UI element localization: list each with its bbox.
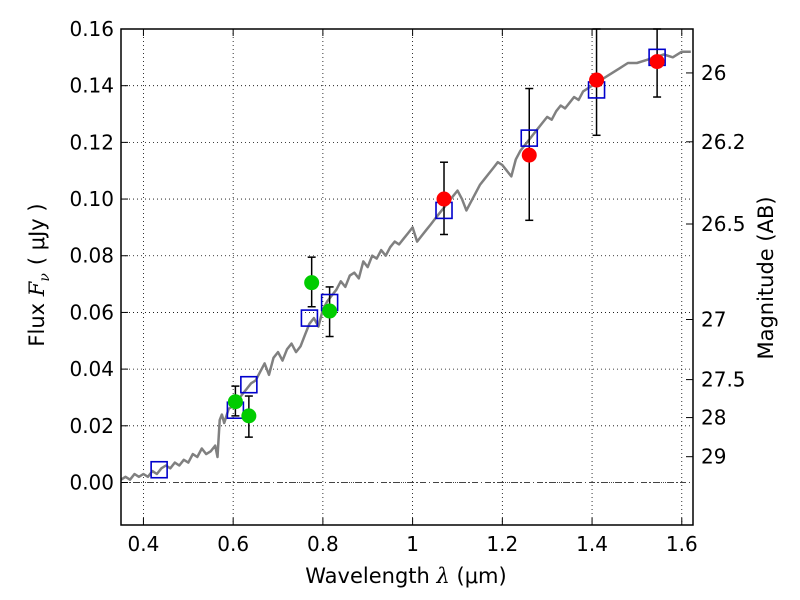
right-axis-label: Magnitude (AB) xyxy=(754,196,778,359)
observed-point xyxy=(436,191,452,207)
model-point xyxy=(240,375,258,394)
y-tick-label: 0.12 xyxy=(69,130,114,154)
x-tick-label: 1.4 xyxy=(576,532,608,556)
x-tick-label: 0.6 xyxy=(217,532,249,556)
x-tick-label: 1 xyxy=(406,532,419,556)
observed-point xyxy=(241,408,257,424)
y-tick-label: 0.16 xyxy=(69,17,114,41)
observed-point xyxy=(649,54,665,70)
magnitude-tick-label: 27 xyxy=(701,308,726,332)
observed-point xyxy=(589,72,605,88)
y-axis-label: Flux Fν( μJy ) xyxy=(25,203,53,346)
x-axis-label: Wavelength λ (μm) xyxy=(305,564,506,588)
observed-point xyxy=(322,303,338,319)
y-tick-label: 0.02 xyxy=(69,414,114,438)
model-point xyxy=(300,309,319,327)
magnitude-tick-label: 26.2 xyxy=(701,130,746,154)
y-tick-label: 0.04 xyxy=(69,357,114,381)
observed-point xyxy=(304,275,320,291)
x-tick-label: 0.8 xyxy=(307,532,339,556)
model-point xyxy=(150,460,168,479)
magnitude-tick-label: 27.5 xyxy=(701,368,746,392)
observed-point xyxy=(227,394,243,410)
x-tick-label: 1.6 xyxy=(666,532,698,556)
model-point xyxy=(520,129,539,147)
grid-lines xyxy=(121,28,693,525)
x-tick-label: 1.2 xyxy=(486,532,518,556)
y-tick-label: 0.06 xyxy=(69,300,114,324)
y-tick-label: 0.10 xyxy=(69,187,114,211)
magnitude-tick-label: 26 xyxy=(701,61,726,85)
observed-point xyxy=(521,147,537,163)
y-tick-label: 0.00 xyxy=(69,470,114,494)
magnitude-tick-label: 28 xyxy=(701,406,726,430)
magnitude-tick-label: 29 xyxy=(701,445,726,469)
x-tick-label: 0.4 xyxy=(128,532,160,556)
plot-frame xyxy=(120,28,694,526)
y-tick-label: 0.14 xyxy=(69,74,114,98)
y-tick-label: 0.08 xyxy=(69,244,114,268)
spectrum-line xyxy=(120,50,691,481)
magnitude-tick-label: 26.5 xyxy=(701,212,746,236)
